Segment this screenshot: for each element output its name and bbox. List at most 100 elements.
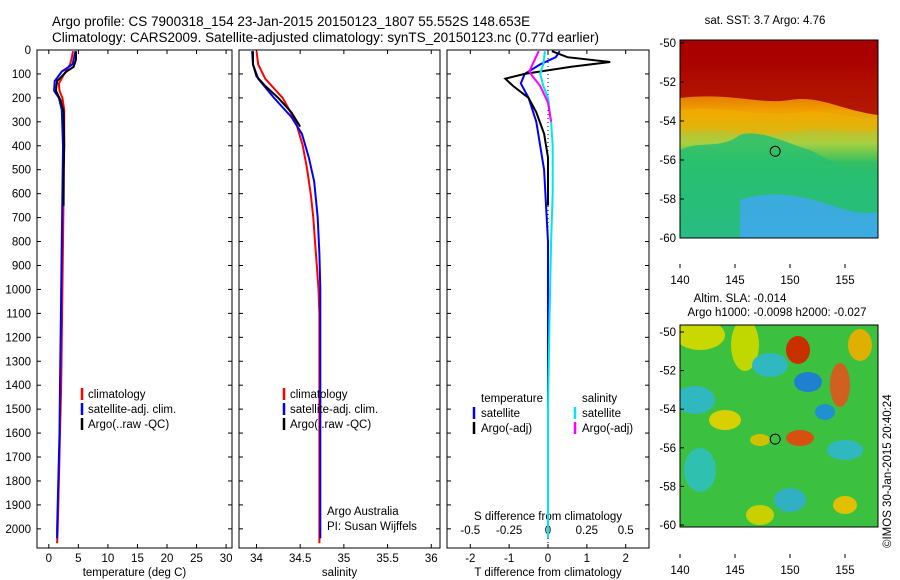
map-x-tick-label: 140 — [670, 275, 689, 287]
x-tick-label: 10 — [102, 553, 115, 565]
legend-label: Argo(..raw -QC) — [290, 419, 371, 431]
map-x-tick-label: 145 — [725, 565, 744, 577]
y-tick-label: 1600 — [5, 428, 31, 440]
x-axis-label: T difference from climatology — [474, 567, 621, 579]
y-tick-label: 1300 — [5, 356, 31, 368]
x-tick-label: 15 — [131, 553, 144, 565]
sla-map-title-line1: Altim. SLA: -0.014 — [694, 293, 787, 305]
map-y-tick-label: -54 — [659, 404, 676, 416]
y-tick-label: 1100 — [6, 308, 31, 320]
map-x-tick-label: 140 — [670, 565, 689, 577]
argo-float-marker — [769, 433, 781, 445]
y-tick-label: 800 — [12, 237, 31, 249]
s-diff-tick-label: 0.25 — [576, 525, 598, 537]
x-tick-label: 20 — [161, 553, 174, 565]
y-tick-label: 500 — [12, 165, 31, 177]
sla-map-features — [680, 325, 872, 525]
y-tick-label: 600 — [12, 189, 31, 201]
plot-frame — [238, 49, 441, 549]
map-y-tick-label: -56 — [659, 443, 676, 455]
map-y-tick-label: -56 — [659, 155, 676, 167]
figure-title-line1: Argo profile: CS 7900318_154 23-Jan-2015… — [52, 14, 531, 29]
sla-map-title-line2: Argo h1000: -0.0098 h2000: -0.027 — [687, 307, 866, 319]
x-axis-label: salinity — [322, 567, 357, 579]
map-y-tick-label: -54 — [659, 116, 676, 128]
map-x-tick-label: 145 — [725, 275, 744, 287]
legend-label: satellite — [481, 408, 520, 420]
map-x-tick-label: 155 — [835, 275, 854, 287]
map-x-tick-label: 150 — [780, 275, 799, 287]
x-tick-label: 30 — [220, 553, 233, 565]
y-tick-label: 2000 — [5, 524, 31, 536]
figure-title-line2: Climatology: CARS2009. Satellite-adjuste… — [52, 30, 600, 45]
y-tick-label: 700 — [12, 213, 31, 225]
map-y-tick-label: -58 — [659, 481, 676, 493]
sst-map: -50 -52 -54 -56 -58 -60 140 145 150 155 — [659, 38, 879, 287]
map-y-tick-label: -50 — [659, 38, 676, 50]
y-tick-label: 1200 — [5, 332, 31, 344]
credit-text: ©IMOS 30-Jan-2015 20:40:24 — [882, 394, 894, 548]
x-tick-label: 35.5 — [376, 553, 398, 565]
s-diff-tick-label: -0.25 — [496, 525, 522, 537]
map-y-tick-label: -60 — [659, 233, 676, 245]
x-tick-label: 1 — [584, 553, 590, 565]
x-tick-label: 34.5 — [289, 553, 311, 565]
y-tick-label: 300 — [12, 117, 31, 129]
sst-map-title: sat. SST: 3.7 Argo: 4.76 — [705, 15, 826, 27]
x-tick-label: 34 — [250, 553, 263, 565]
x-tick-label: 2 — [622, 553, 628, 565]
x-tick-label: -1 — [504, 553, 514, 565]
plot-frame — [36, 49, 233, 549]
legend-label: satellite-adj. clim. — [88, 404, 176, 416]
x-axis-label: temperature (deg C) — [83, 567, 187, 579]
y-tick-label: 1000 — [5, 284, 31, 296]
series-line — [54, 51, 77, 206]
sla-map: -50 -52 -54 -56 -58 -60 140 145 150 155 — [659, 324, 879, 577]
legend-label: satellite — [582, 408, 621, 420]
series-line — [539, 51, 554, 539]
annotation-text: Argo Australia — [327, 506, 399, 518]
map-y-tick-label: -52 — [659, 366, 676, 378]
x-tick-label: 35 — [337, 553, 350, 565]
x-tick-label: 0 — [46, 553, 52, 565]
x-tick-label: 0 — [545, 553, 551, 565]
y-tick-label: 1400 — [5, 380, 31, 392]
s-diff-tick-label: 0.5 — [618, 525, 634, 537]
y-tick-label: 400 — [12, 141, 31, 153]
x-tick-label: -2 — [465, 553, 475, 565]
sst-map-features — [680, 40, 878, 238]
legend-label: Argo(-adj) — [582, 423, 633, 435]
map-y-tick-label: -60 — [659, 520, 676, 532]
x-tick-label: 25 — [190, 553, 203, 565]
y-tick-label: 1900 — [5, 500, 31, 512]
y-tick-label: 1700 — [5, 452, 31, 464]
legend-label: Argo(..raw -QC) — [88, 419, 169, 431]
x-tick-label: 36 — [425, 553, 438, 565]
s-diff-tick-label: -0.5 — [460, 525, 480, 537]
y-tick-label: 1500 — [5, 404, 31, 416]
y-tick-label: 0 — [25, 45, 31, 57]
y-tick-label: 200 — [12, 93, 31, 105]
legend-label: climatology — [290, 389, 348, 401]
annotation-text: PI: Susan Wijffels — [327, 521, 417, 533]
map-x-tick-label: 155 — [835, 565, 854, 577]
difference-panel: -2 -1 0 1 2T difference from climatology -0.5… — [446, 49, 650, 579]
y-tick-label: 100 — [12, 69, 31, 81]
legend-header-temperature: temperature — [481, 393, 543, 405]
map-y-tick-label: -52 — [659, 77, 676, 89]
legend-label: satellite-adj. clim. — [290, 404, 378, 416]
series-line — [528, 50, 553, 122]
y-tick-label: 900 — [12, 260, 31, 272]
y-tick-label: 1800 — [5, 476, 31, 488]
map-y-tick-label: -50 — [659, 327, 676, 339]
series-line — [252, 51, 302, 128]
legend-label: climatology — [88, 389, 146, 401]
temperature-panel: 0100200300400500600700800900100011001200… — [5, 45, 233, 579]
x-tick-label: 5 — [75, 553, 81, 565]
series-line — [503, 50, 611, 206]
argo-float-marker — [769, 145, 781, 157]
legend-label: Argo(-adj) — [481, 423, 532, 435]
map-y-tick-label: -58 — [659, 194, 676, 206]
salinity-panel: 34 34.5 35 35.5 36 salinity climatology satelli… — [238, 49, 441, 579]
